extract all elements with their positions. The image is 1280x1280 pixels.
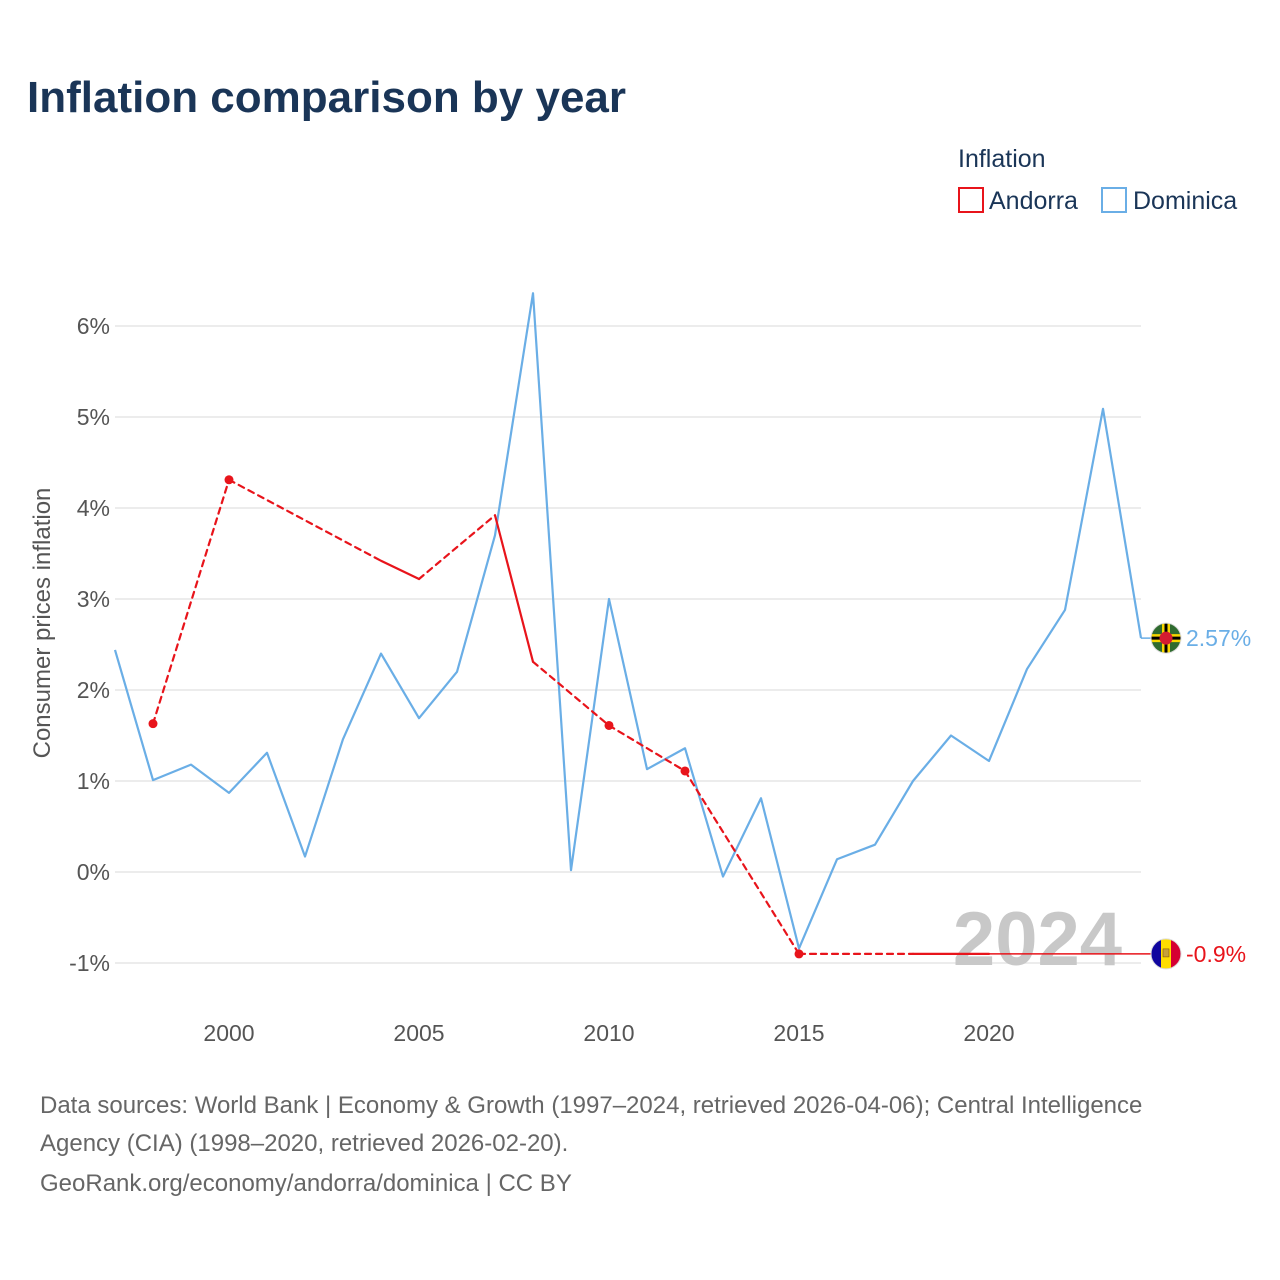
- series-segment-andorra[interactable]: [531, 660, 611, 727]
- x-tick-label: 2010: [583, 1020, 634, 1046]
- current-year-watermark: 2024: [953, 897, 1122, 982]
- series-segment-andorra[interactable]: [417, 514, 497, 581]
- data-point-andorra[interactable]: [680, 766, 690, 776]
- legend-item-andorra[interactable]: Andorra: [958, 187, 1078, 215]
- data-point-andorra[interactable]: [224, 475, 234, 485]
- data-point-andorra[interactable]: [794, 949, 804, 959]
- source-line-2: Agency (CIA) (1998–2020, retrieved 2026-…: [40, 1130, 568, 1157]
- legend-label-andorra: Andorra: [989, 187, 1078, 215]
- y-tick-label: 6%: [77, 313, 110, 339]
- legend-title: Inflation: [958, 145, 1046, 173]
- series-segment-andorra[interactable]: [683, 769, 801, 956]
- y-tick-label: 4%: [77, 495, 110, 521]
- series-segment-andorra[interactable]: [493, 514, 535, 663]
- series-segment-andorra[interactable]: [227, 478, 383, 562]
- series-line-dominica[interactable]: [113, 292, 1143, 950]
- source-line-1: Data sources: World Bank | Economy & Gro…: [40, 1092, 1142, 1119]
- dominica-flag-icon: [1150, 622, 1182, 654]
- x-tick-label: 2020: [963, 1020, 1014, 1046]
- gridlines: [115, 325, 1141, 964]
- andorra-flag-icon: [1150, 938, 1182, 970]
- series-segment-andorra[interactable]: [151, 478, 231, 725]
- series-segment-andorra[interactable]: [379, 559, 421, 581]
- x-tick-label: 2015: [773, 1020, 824, 1046]
- y-tick-label: 3%: [77, 586, 110, 612]
- chart-title: Inflation comparison by year: [27, 73, 626, 122]
- x-tick-labels: 2000 2005 2010 2015 2020: [203, 1020, 1014, 1046]
- legend: Inflation Andorra Dominica: [958, 145, 1237, 215]
- y-tick-label: 1%: [77, 768, 110, 794]
- legend-label-dominica: Dominica: [1133, 187, 1237, 215]
- end-label-dominica: 2.57%: [1186, 625, 1251, 651]
- data-point-andorra[interactable]: [604, 720, 614, 730]
- series-segment-andorra[interactable]: [607, 724, 687, 773]
- legend-item-dominica[interactable]: Dominica: [1101, 187, 1237, 215]
- legend-swatch-dominica: [1101, 187, 1127, 213]
- y-axis-label: Consumer prices inflation: [29, 488, 56, 759]
- x-tick-label: 2005: [393, 1020, 444, 1046]
- y-tick-label: -1%: [69, 950, 110, 976]
- data-point-andorra[interactable]: [148, 719, 158, 729]
- y-tick-label: 5%: [77, 404, 110, 430]
- series-layer: [113, 292, 1160, 959]
- source-url[interactable]: GeoRank.org/economy/andorra/dominica | C…: [40, 1170, 572, 1197]
- y-tick-label: 0%: [77, 859, 110, 885]
- y-tick-label: 2%: [77, 677, 110, 703]
- end-label-andorra: -0.9%: [1186, 941, 1246, 967]
- x-tick-label: 2000: [203, 1020, 254, 1046]
- y-tick-labels: -1% 0% 1% 2% 3% 4% 5% 6%: [69, 313, 110, 976]
- end-labels: 2.57% -0.9%: [1150, 622, 1251, 970]
- legend-swatch-andorra: [958, 187, 984, 213]
